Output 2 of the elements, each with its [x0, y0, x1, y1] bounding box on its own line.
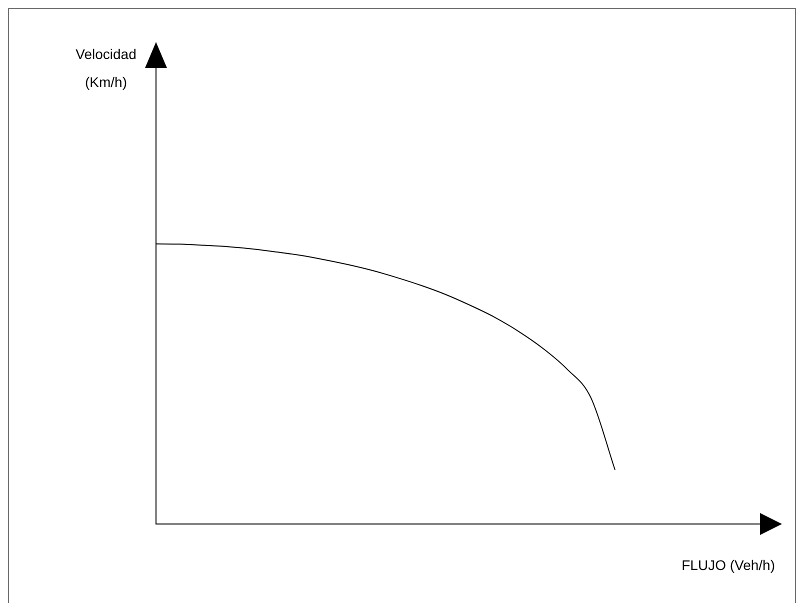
x-axis-title: FLUJO (Veh/h): [682, 557, 775, 573]
text: Velocidad (Km/h): [74, 45, 138, 92]
